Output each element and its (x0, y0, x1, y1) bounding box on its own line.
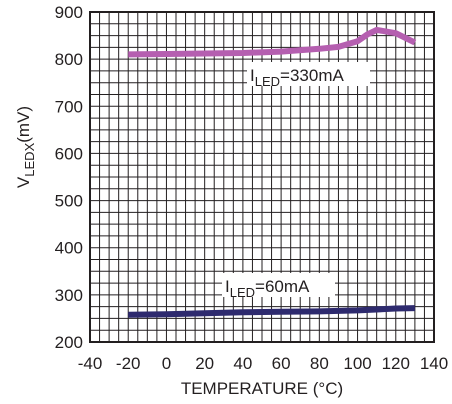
callout-60ma: ILED=60mA (222, 273, 335, 300)
callout-330ma-bg (247, 62, 370, 86)
x-tick-label: 120 (382, 354, 410, 373)
y-tick-label: 200 (55, 333, 83, 352)
y-tick-label: 300 (55, 286, 83, 305)
series-line-60ma (128, 305, 415, 318)
series-label-330ma-tail: =330mA (280, 66, 344, 85)
y-tick-label: 500 (55, 192, 83, 211)
series-label-330ma: ILED=330mA (250, 66, 344, 89)
plot-frame (89, 11, 435, 343)
y-axis-title: VLEDX(mV) (14, 106, 37, 188)
tick-labels: -40 -20 0 20 40 60 80 100 120 140 200 300 400 500 600 7… (55, 3, 449, 373)
x-tick-label: 140 (420, 354, 448, 373)
x-axis-title: TEMPERATURE (°C) (181, 379, 343, 398)
series-layer (128, 26, 417, 318)
series-label-330ma-main: I (250, 66, 255, 85)
series-line-330ma (128, 26, 417, 58)
callout-60ma-bg (222, 273, 335, 297)
x-tick-label: -20 (116, 354, 141, 373)
y-tick-label: 400 (55, 239, 83, 258)
y-tick-label: 700 (55, 97, 83, 116)
x-tick-label: 40 (233, 354, 252, 373)
series-label-60ma: ILED=60mA (225, 277, 310, 300)
plot-border (89, 11, 435, 343)
y-axis-title-sub: LEDX (22, 142, 37, 176)
x-tick-label: 20 (195, 354, 214, 373)
x-tick-label: -40 (78, 354, 103, 373)
y-tick-label: 800 (55, 50, 83, 69)
series-label-60ma-tail: =60mA (255, 277, 310, 296)
y-tick-label: 900 (55, 3, 83, 22)
series-label-330ma-sub: LED (255, 74, 280, 89)
y-axis-title-main: V (14, 176, 33, 188)
y-axis-title-tail: (mV) (14, 106, 33, 143)
callout-330ma: ILED=330mA (247, 62, 370, 89)
series-label-60ma-sub: LED (230, 285, 255, 300)
x-tick-label: 100 (343, 354, 371, 373)
y-tick-label: 600 (55, 144, 83, 163)
x-tick-label: 80 (310, 354, 329, 373)
x-tick-label: 60 (272, 354, 291, 373)
series-label-60ma-main: I (225, 277, 230, 296)
x-tick-label: 0 (162, 354, 171, 373)
